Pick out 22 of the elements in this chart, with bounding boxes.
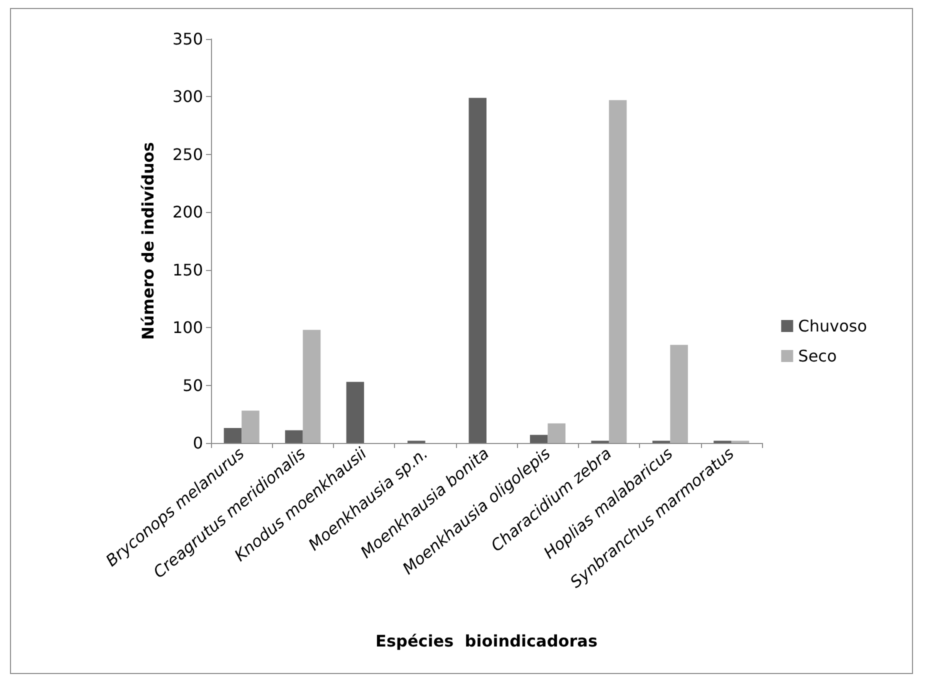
bar bbox=[285, 430, 303, 443]
bar bbox=[530, 434, 548, 443]
legend-label: Seco bbox=[798, 346, 837, 366]
bar bbox=[468, 98, 486, 443]
bar bbox=[346, 382, 364, 443]
y-tick-label: 50 bbox=[182, 376, 203, 395]
y-tick-label: 300 bbox=[172, 87, 203, 106]
bar bbox=[548, 423, 566, 443]
bar bbox=[302, 330, 321, 443]
y-tick-label: 100 bbox=[172, 318, 203, 338]
bar bbox=[242, 410, 260, 443]
y-tick-label: 0 bbox=[192, 434, 203, 452]
bar bbox=[670, 344, 688, 443]
bar bbox=[224, 428, 242, 443]
legend-label: Chuvoso bbox=[798, 316, 868, 336]
x-axis-title: Espécies bioindicadoras bbox=[376, 632, 598, 650]
y-axis-title: Número de indivíduos bbox=[138, 142, 158, 340]
y-tick-label: 150 bbox=[172, 260, 203, 280]
bar bbox=[608, 100, 627, 443]
y-tick-label: 350 bbox=[172, 30, 203, 48]
y-tick-label: 250 bbox=[172, 144, 203, 164]
y-tick-label: 200 bbox=[172, 202, 203, 222]
